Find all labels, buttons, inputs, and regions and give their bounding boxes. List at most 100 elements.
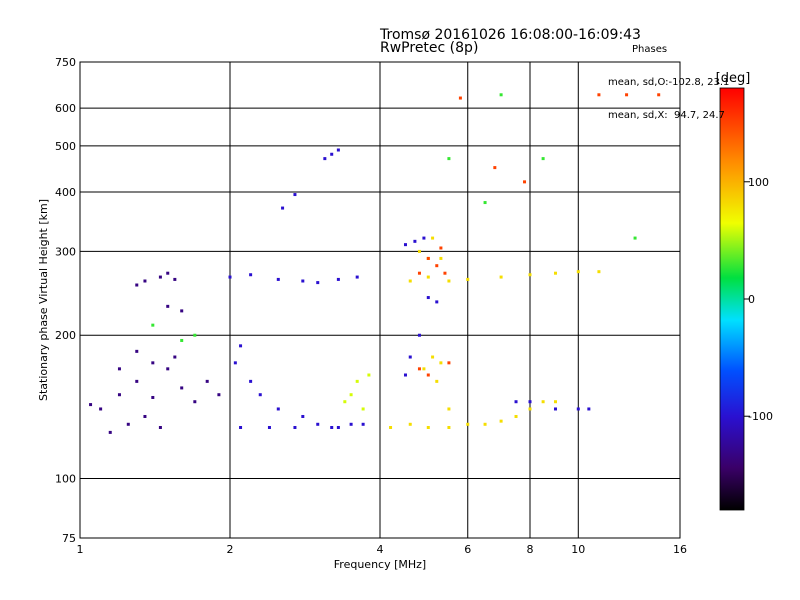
data-point	[597, 270, 601, 274]
y-tick-label: 75	[62, 532, 76, 545]
data-point	[483, 201, 487, 205]
data-point	[349, 393, 353, 397]
data-point	[426, 275, 430, 279]
data-point	[439, 256, 443, 260]
data-point	[217, 393, 221, 397]
data-point	[143, 414, 147, 418]
data-point	[323, 157, 327, 161]
data-point	[343, 400, 347, 404]
title-line-2: RwPretec (8p)	[380, 40, 479, 56]
data-point	[158, 275, 162, 279]
data-point	[258, 393, 262, 397]
data-point	[135, 379, 139, 383]
data-point	[541, 400, 545, 404]
data-point	[483, 422, 487, 426]
data-point	[514, 400, 518, 404]
stats-heading: Phases	[632, 44, 668, 55]
data-point	[158, 425, 162, 429]
y-tick-label: 600	[55, 102, 76, 115]
data-point	[389, 425, 393, 429]
data-point	[426, 373, 430, 377]
data-points	[89, 93, 661, 434]
data-point	[166, 304, 170, 308]
x-tick-labels: 1 2 4 6 8 10 16	[77, 543, 688, 556]
data-point	[443, 271, 447, 275]
x-tick-label: 6	[464, 543, 471, 556]
data-point	[597, 93, 601, 97]
data-point	[514, 414, 518, 418]
data-point	[587, 407, 591, 411]
data-point	[367, 373, 371, 377]
data-point	[330, 152, 334, 156]
data-point	[99, 407, 103, 411]
data-point	[426, 296, 430, 300]
phase-stats: Phases mean, sd,O:-102.8, 23.1 mean, sd,…	[608, 22, 729, 132]
stats-o-mode: mean, sd,O:-102.8, 23.1	[608, 77, 730, 88]
data-point	[447, 157, 451, 161]
data-point	[193, 400, 197, 404]
data-point	[180, 338, 184, 342]
data-point	[528, 273, 532, 277]
data-point	[336, 277, 340, 281]
data-point	[135, 283, 139, 287]
data-point	[408, 422, 412, 426]
data-point	[553, 271, 557, 275]
data-point	[135, 349, 139, 353]
colorbar-tick-label: 0	[748, 293, 755, 306]
data-point	[249, 273, 253, 277]
data-point	[447, 425, 451, 429]
data-point	[355, 275, 359, 279]
data-point	[422, 367, 426, 371]
data-point	[431, 355, 435, 359]
data-point	[233, 361, 237, 365]
data-point	[439, 361, 443, 365]
data-point	[117, 367, 121, 371]
data-point	[293, 193, 297, 197]
data-point	[143, 279, 147, 283]
data-point	[403, 243, 407, 247]
y-tick-label: 300	[55, 245, 76, 258]
data-point	[349, 422, 353, 426]
data-point	[499, 419, 503, 423]
data-point	[239, 425, 243, 429]
data-point	[276, 407, 280, 411]
data-point	[117, 393, 121, 397]
data-point	[355, 379, 359, 383]
data-point	[541, 157, 545, 161]
data-point	[336, 425, 340, 429]
data-point	[413, 239, 417, 243]
colorbar-ticks: 100 0 -100	[744, 176, 773, 423]
data-point	[435, 300, 439, 304]
data-point	[249, 379, 253, 383]
x-tick-label: 1	[77, 543, 84, 556]
data-point	[447, 407, 451, 411]
data-point	[466, 422, 470, 426]
data-point	[576, 270, 580, 274]
y-tick-label: 200	[55, 329, 76, 342]
data-point	[180, 309, 184, 313]
data-point	[361, 407, 365, 411]
gridlines	[80, 62, 680, 538]
data-point	[417, 367, 421, 371]
data-point	[403, 373, 407, 377]
data-point	[417, 249, 421, 253]
x-tick-label: 2	[227, 543, 234, 556]
data-point	[431, 236, 435, 240]
data-point	[239, 344, 243, 348]
data-point	[553, 400, 557, 404]
data-point	[267, 425, 271, 429]
x-tick-label: 10	[571, 543, 585, 556]
data-point	[281, 206, 285, 210]
stats-x-mode: mean, sd,X: 94.7, 24.7	[608, 110, 725, 121]
data-point	[493, 166, 497, 170]
x-axis-label: Frequency [MHz]	[334, 558, 426, 571]
data-point	[89, 403, 93, 407]
data-point	[151, 395, 155, 399]
data-point	[435, 379, 439, 383]
data-point	[439, 246, 443, 250]
data-point	[625, 93, 629, 97]
colorbar	[719, 87, 745, 511]
y-tick-labels: 75 100 200 300 400 500 600 750	[55, 56, 76, 545]
colorbar-tick-label: 100	[748, 176, 769, 189]
